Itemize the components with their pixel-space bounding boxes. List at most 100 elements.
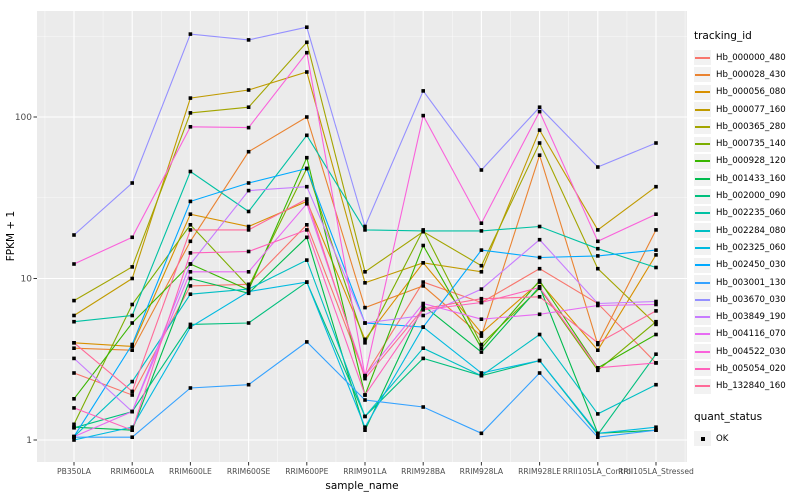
data-point [421, 243, 425, 248]
legend-item: Hb_002235_060 [694, 205, 800, 222]
data-point [654, 248, 658, 252]
data-point [246, 287, 251, 291]
data-point [654, 184, 658, 189]
data-point [363, 373, 367, 378]
legend-item: Hb_132840_160 [694, 378, 800, 395]
data-point [654, 428, 658, 432]
y-tick-label: 100 [15, 113, 32, 123]
data-point [246, 125, 251, 130]
data-point [188, 262, 193, 266]
data-point [246, 181, 251, 185]
x-tick-label: RRIM600LE [169, 467, 212, 476]
series-color-line-icon [695, 298, 710, 301]
data-point [363, 228, 367, 232]
data-point [363, 393, 367, 397]
legend-item-quant-ok: OK [694, 430, 800, 447]
data-point [479, 342, 484, 347]
data-point [363, 224, 367, 229]
data-point [188, 169, 193, 174]
data-point [537, 332, 542, 337]
data-point [130, 425, 134, 429]
data-point [479, 248, 484, 252]
series-color-line-icon [695, 333, 710, 336]
series-color-line-icon [695, 56, 710, 59]
data-point [596, 431, 600, 436]
data-point [72, 346, 76, 350]
data-point [596, 348, 600, 352]
data-point [188, 292, 193, 296]
legend-key [694, 326, 711, 342]
data-point [130, 342, 134, 347]
data-point [363, 321, 367, 325]
axis-ticks: 1 10 100 PB350LA RRIM600LA RRIM600LE RRIM600SE… [15, 113, 694, 476]
data-point [537, 358, 542, 363]
legend-item: Hb_004522_030 [694, 343, 800, 360]
series-color-line-icon [695, 350, 710, 353]
data-point [596, 435, 600, 439]
data-point [72, 406, 76, 410]
data-point [72, 313, 76, 318]
legend-item-label: Hb_002450_030 [716, 260, 786, 271]
data-point [654, 319, 658, 324]
data-point [363, 376, 367, 381]
data-point [305, 25, 309, 29]
data-point [363, 414, 367, 419]
legend-item: Hb_002450_030 [694, 257, 800, 274]
legend-item: Hb_002000_090 [694, 187, 800, 204]
data-point [479, 300, 484, 305]
series-color-line-icon [695, 316, 710, 319]
data-point [596, 368, 600, 373]
data-point [654, 309, 658, 313]
legend-key [694, 119, 711, 135]
data-point [246, 249, 251, 254]
data-point [537, 153, 542, 157]
data-point [654, 352, 658, 356]
data-point [537, 312, 542, 317]
data-point [130, 321, 134, 325]
data-point [72, 422, 76, 427]
data-point [421, 229, 425, 233]
data-point [421, 113, 425, 118]
legend-item-label: Hb_000928_120 [716, 156, 786, 167]
series-color-line-icon [695, 212, 710, 215]
legend-item: Hb_000928_120 [694, 153, 800, 170]
series-color-line-icon [695, 125, 710, 128]
data-point [305, 202, 309, 206]
data-point [305, 199, 309, 204]
data-point [479, 373, 484, 378]
data-point [537, 295, 542, 299]
legend-item-label: Hb_002235_060 [716, 208, 786, 219]
black-square-icon [700, 436, 705, 441]
data-point [421, 303, 425, 308]
data-point [130, 302, 134, 307]
data-point [72, 262, 76, 266]
data-point [479, 263, 484, 268]
data-point [479, 350, 484, 354]
data-point [654, 332, 658, 337]
legend-item-label: Hb_000056_080 [716, 87, 786, 98]
legend-item-label: Hb_002325_060 [716, 242, 786, 253]
legend-key [694, 153, 711, 169]
data-point [72, 356, 76, 361]
legend-item-label: OK [716, 433, 729, 444]
data-point [188, 96, 193, 100]
legend-key [694, 50, 711, 66]
data-point [654, 322, 658, 327]
data-point [654, 141, 658, 145]
data-point [654, 299, 658, 304]
data-point [654, 212, 658, 216]
legend-key [694, 275, 711, 290]
data-point [654, 253, 658, 257]
data-point [130, 276, 134, 281]
series-color-line-icon [695, 91, 710, 94]
data-point [479, 371, 484, 375]
data-point [596, 228, 600, 232]
legend-item: Hb_005054_020 [694, 360, 800, 377]
data-point [188, 239, 193, 244]
legend-item: Hb_000028_430 [694, 66, 800, 83]
data-point [654, 361, 658, 365]
x-tick-label: RRIM928LE [518, 467, 561, 476]
data-point [596, 266, 600, 271]
legend-item-label: Hb_001433_160 [716, 173, 786, 184]
